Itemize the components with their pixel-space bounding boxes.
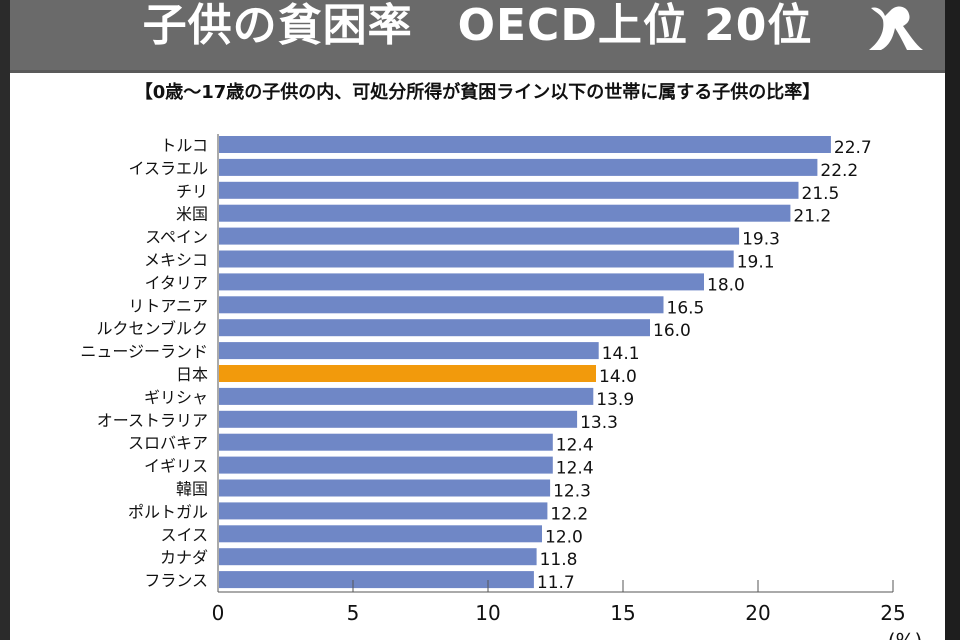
category-label: メキシコ — [144, 251, 208, 270]
category-label: 韓国 — [176, 480, 208, 499]
value-label: 21.2 — [793, 207, 831, 227]
bar — [219, 387, 594, 405]
header-band: 子供の貧困率 OECD上位 20位 — [10, 0, 945, 73]
category-label: ニュージーランド — [80, 342, 208, 361]
bar — [219, 525, 542, 543]
bar — [219, 479, 551, 497]
category-label: カナダ — [160, 548, 208, 567]
category-label: トルコ — [160, 136, 208, 155]
category-label: イタリア — [145, 273, 208, 292]
x-tick-label: 5 — [347, 601, 360, 625]
value-label: 13.9 — [596, 390, 634, 410]
value-label: 19.3 — [742, 230, 780, 250]
value-label: 12.4 — [556, 459, 594, 479]
bar — [219, 456, 553, 474]
value-label: 14.0 — [599, 367, 637, 387]
value-label: 18.0 — [707, 275, 745, 295]
bar — [219, 433, 553, 451]
value-label: 11.7 — [537, 573, 575, 593]
category-label: リトアニア — [128, 296, 208, 315]
value-label: 16.0 — [653, 321, 691, 341]
category-label: ルクセンブルク — [96, 319, 208, 338]
x-tick-label: 20 — [745, 601, 770, 625]
bar — [219, 319, 650, 337]
bar-highlight — [219, 365, 596, 382]
bar — [219, 273, 704, 291]
category-label: スペイン — [145, 228, 208, 247]
brand-logo-icon — [869, 6, 923, 50]
bar — [219, 502, 548, 520]
value-label: 19.1 — [737, 253, 775, 273]
category-label: オーストラリア — [97, 411, 208, 430]
bar — [219, 571, 534, 589]
category-label: ポルトガル — [128, 502, 208, 521]
category-label: フランス — [144, 571, 208, 590]
category-label: チリ — [176, 182, 208, 201]
bar — [219, 250, 734, 268]
bar — [219, 342, 599, 360]
category-label: 米国 — [176, 205, 208, 224]
bar — [219, 181, 799, 199]
value-label: 12.0 — [545, 527, 583, 547]
value-label: 11.8 — [540, 550, 578, 570]
category-label: イギリス — [144, 457, 208, 476]
bar — [219, 158, 818, 176]
bar — [219, 136, 831, 153]
category-label: 日本 — [176, 365, 208, 384]
right-frame-edge — [945, 0, 960, 640]
value-label: 12.3 — [553, 482, 591, 502]
bar — [219, 296, 664, 314]
category-label: ギリシャ — [144, 388, 208, 407]
x-tick-label: 15 — [610, 601, 635, 625]
value-label: 22.2 — [820, 161, 858, 181]
bar — [219, 204, 791, 222]
value-label: 13.3 — [580, 413, 618, 433]
category-label: イスラエル — [128, 159, 208, 178]
chart-subtitle: 【0歳～17歳の子供の内、可処分所得が貧困ライン以下の世帯に属する子供の比率】 — [134, 82, 821, 103]
category-label: スイス — [160, 525, 208, 544]
bar — [219, 227, 740, 245]
value-label: 14.1 — [602, 344, 640, 364]
x-tick-label: 0 — [212, 601, 225, 625]
x-axis-unit-label: (%) — [888, 629, 923, 640]
x-tick-label: 10 — [475, 601, 500, 625]
value-label: 16.5 — [667, 298, 705, 318]
category-label: スロバキア — [128, 434, 208, 453]
x-tick-label: 25 — [880, 601, 905, 625]
value-label: 12.2 — [550, 504, 588, 524]
bar — [219, 548, 537, 566]
chart-title: 子供の貧困率 OECD上位 20位 — [142, 0, 813, 51]
bar — [219, 410, 578, 428]
value-label: 12.4 — [556, 436, 594, 456]
value-label: 21.5 — [802, 184, 840, 204]
value-label: 22.7 — [834, 138, 872, 158]
